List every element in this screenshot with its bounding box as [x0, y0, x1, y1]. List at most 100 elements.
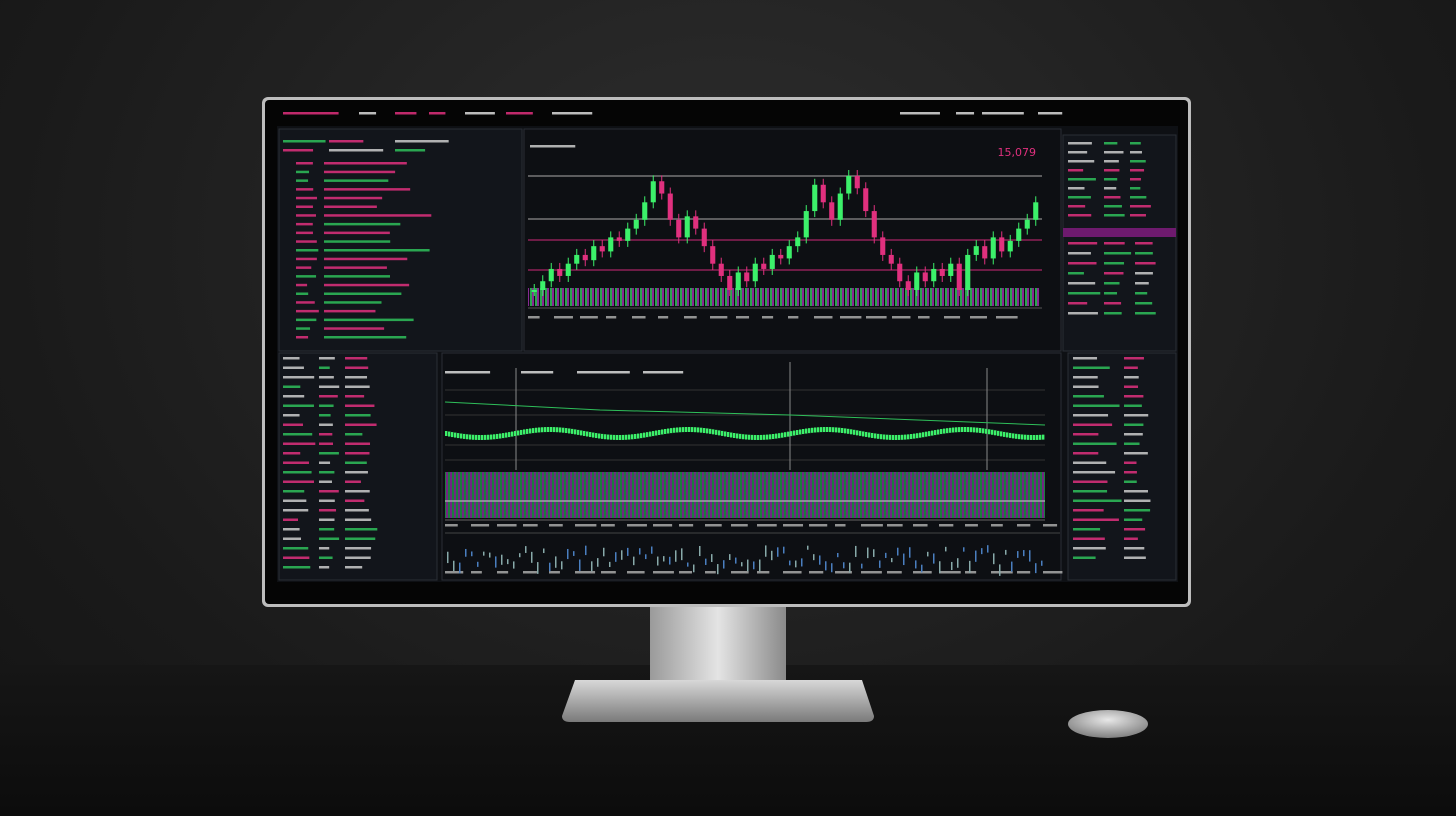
micro-bar [459, 562, 461, 574]
panel [1067, 352, 1177, 581]
micro-bar [609, 561, 611, 568]
wave-dot [982, 428, 985, 434]
wave-dot [964, 427, 967, 433]
text-placeholder [1068, 196, 1091, 199]
text-placeholder [283, 442, 316, 445]
text-placeholder [1073, 480, 1108, 483]
wave-dot [586, 431, 589, 437]
text-placeholder [653, 524, 673, 527]
wave-dot [859, 430, 862, 436]
text-placeholder [319, 357, 335, 360]
text-placeholder [283, 376, 315, 379]
text-placeholder [283, 471, 312, 474]
micro-bar [909, 547, 911, 558]
text-placeholder [345, 499, 365, 502]
candle [854, 176, 860, 189]
text-placeholder [1124, 480, 1137, 483]
wave-dot [757, 434, 760, 440]
micro-bar [801, 558, 803, 567]
wave-dot [790, 431, 793, 437]
text-placeholder [814, 316, 833, 319]
candle [625, 228, 631, 241]
wave-dot [502, 433, 505, 439]
candle [931, 268, 937, 282]
text-placeholder [1073, 404, 1120, 407]
wave-dot [973, 427, 976, 433]
micro-bar [669, 556, 671, 565]
wave-dot [1036, 434, 1039, 440]
text-placeholder [1068, 252, 1091, 255]
candle [633, 219, 639, 229]
text-placeholder [1073, 518, 1119, 521]
wave-dot [874, 433, 877, 439]
text-placeholder [1124, 547, 1145, 550]
micro-bar [729, 554, 731, 561]
text-placeholder [324, 327, 385, 330]
micro-bar [915, 560, 917, 569]
wave-dot [955, 427, 958, 433]
candles [531, 170, 1039, 296]
candle [982, 246, 988, 259]
text-placeholder [296, 231, 313, 235]
text-placeholder [319, 537, 340, 540]
wave-dot [691, 427, 694, 433]
panel [441, 352, 1062, 581]
wave-dot [880, 434, 883, 440]
wave-dot [469, 434, 472, 440]
candle [540, 281, 546, 290]
wave-dot [532, 428, 535, 434]
text-placeholder [324, 231, 390, 235]
micro-bar [717, 564, 719, 575]
text-placeholder [296, 292, 309, 295]
text-placeholder [319, 499, 335, 502]
text-placeholder [296, 336, 309, 339]
text-placeholder [1068, 142, 1092, 145]
micro-bar [849, 562, 851, 573]
wave-dot [487, 434, 490, 440]
wave-dot [946, 428, 949, 434]
wave-dot [478, 434, 481, 440]
wave-dot [832, 427, 835, 433]
text-placeholder [319, 528, 335, 531]
wave-dot [1024, 434, 1027, 440]
micro-bar [747, 559, 749, 572]
wave-dot [634, 433, 637, 439]
candle [574, 254, 580, 264]
wave-dot [466, 434, 469, 440]
text-placeholder [324, 179, 389, 182]
text-placeholder [1043, 524, 1058, 527]
text-placeholder [1124, 385, 1139, 388]
text-placeholder [319, 414, 331, 417]
text-placeholder [1130, 196, 1147, 199]
text-placeholder [296, 179, 309, 182]
wave-dot [916, 433, 919, 439]
wave-dot [1030, 434, 1033, 440]
text-placeholder [1124, 452, 1148, 455]
trend-line [444, 401, 1046, 426]
text-placeholder [528, 316, 540, 319]
wave-dot [616, 434, 619, 440]
text-placeholder [283, 518, 299, 521]
micro-bar [615, 552, 617, 562]
wave-dot [685, 427, 688, 433]
wave-dot [667, 428, 670, 434]
text-placeholder [1124, 509, 1151, 512]
text-placeholder [627, 571, 645, 574]
wave-dot [739, 433, 742, 439]
text-placeholder [283, 528, 300, 531]
micro-bar [933, 553, 935, 564]
wave-dot [766, 434, 769, 440]
wave-dot [610, 434, 613, 440]
wave-dot [730, 432, 733, 438]
micro-bar [705, 558, 707, 565]
text-placeholder [861, 524, 883, 527]
wave-dot [613, 434, 616, 440]
text-placeholder [1073, 471, 1116, 474]
text-placeholder [1073, 376, 1098, 379]
text-placeholder [970, 316, 987, 319]
text-placeholder [1104, 142, 1118, 145]
text-placeholder [982, 112, 1024, 115]
wave-dot [991, 429, 994, 435]
text-placeholder [296, 196, 318, 200]
